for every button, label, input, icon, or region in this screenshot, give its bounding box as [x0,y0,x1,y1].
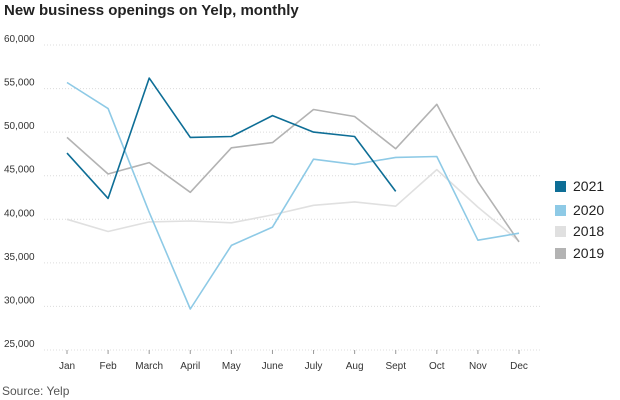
y-axis-ticks: 60,000 55,000 50,000 45,000 40,000 35,000 30,0… [4,34,35,350]
y-tick-label: 30,000 [4,295,35,306]
y-tick-label: 50,000 [4,121,35,132]
y-tick-label: 60,000 [4,34,35,45]
x-tick-label: March [135,361,163,372]
legend-swatch-2019 [555,248,566,259]
series-line-2021 [66,77,397,200]
x-tick-label: April [180,361,200,372]
legend-label-2018: 2018 [573,223,604,239]
legend-label-2021: 2021 [573,178,604,194]
gridlines [44,44,541,351]
x-tick-label: Jan [59,361,75,372]
x-axis-ticks: Jan Feb March April May June July Aug Sept Oct Nov… [59,350,528,372]
series-line-2020 [66,81,520,310]
x-tick-label: Dec [510,361,528,372]
x-tick-label: July [305,361,323,372]
series-lines [66,77,520,310]
y-tick-label: 40,000 [4,208,35,219]
y-tick-label: 45,000 [4,165,35,176]
x-tick-label: June [262,361,284,372]
series-line-2018 [66,168,520,242]
x-tick-label: May [222,361,241,372]
x-tick-label: Nov [469,361,487,372]
y-tick-label: 25,000 [4,339,35,350]
legend-label-2020: 2020 [573,202,604,218]
x-tick-label: Sept [385,361,406,372]
legend: 2021 2020 2018 2019 [555,178,604,261]
legend-swatch-2020 [555,205,566,216]
x-tick-label: Oct [429,361,445,372]
series-line-2019 [66,103,520,243]
y-tick-label: 35,000 [4,252,35,263]
x-tick-label: Aug [346,361,364,372]
x-tick-label: Feb [99,361,117,372]
source-note: Source: Yelp [2,384,70,398]
legend-label-2019: 2019 [573,245,604,261]
legend-swatch-2021 [555,181,566,192]
legend-swatch-2018 [555,226,566,237]
chart-title: New business openings on Yelp, monthly [4,2,299,19]
y-tick-label: 55,000 [4,78,35,89]
